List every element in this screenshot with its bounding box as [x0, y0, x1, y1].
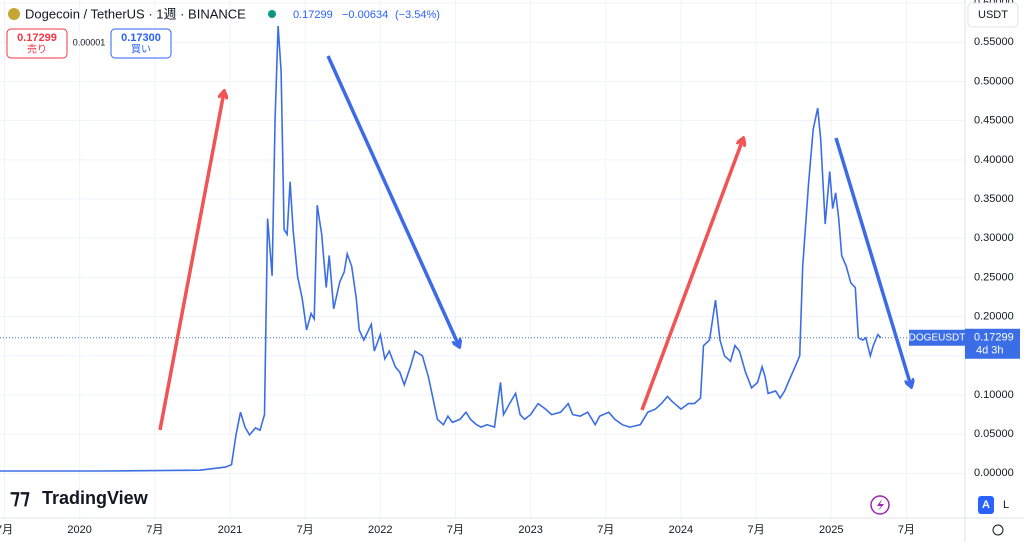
- symbol-label-box: [909, 329, 965, 346]
- y-tick-label: 0.45000: [974, 115, 1014, 127]
- y-tick-label: 0.05000: [974, 428, 1014, 440]
- logo: TradingView: [42, 488, 149, 508]
- symbol-label: DOGEUSDT: [909, 332, 966, 343]
- currency: USDT: [978, 9, 1008, 21]
- x-tick-label: 2023: [518, 524, 542, 536]
- x-tick-label: 7月: [597, 524, 614, 536]
- buy-price: 0.17300: [121, 32, 161, 44]
- countdown: 4d 3h: [976, 345, 1004, 357]
- y-tick-label: 0.00000: [974, 467, 1014, 479]
- flash-icon: [877, 499, 884, 511]
- y-tick-label: 0.10000: [974, 389, 1014, 401]
- x-tick-label: 7月: [898, 524, 915, 536]
- y-tick-label: 0.30000: [974, 232, 1014, 244]
- y-tick-label: 0.20000: [974, 311, 1014, 323]
- settings-button[interactable]: [992, 524, 1004, 536]
- auto-button[interactable]: [978, 496, 994, 514]
- x-tick-label: 7月: [447, 524, 464, 536]
- sell-button[interactable]: [6, 28, 68, 59]
- y-tick-label: 0.55000: [974, 36, 1014, 48]
- currency-button[interactable]: [967, 2, 1019, 28]
- x-tick-label: 2020: [67, 524, 91, 536]
- x-tick-label: 2024: [669, 524, 693, 536]
- arrow-up: [640, 139, 743, 411]
- coin-icon: [8, 8, 20, 20]
- x-tick-label: 2025: [819, 524, 843, 536]
- x-tick-label: 7月: [146, 524, 163, 536]
- change-pct: (−3.54%): [395, 9, 440, 21]
- x-tick-label: 2022: [368, 524, 392, 536]
- arrow-up: [158, 92, 224, 431]
- x-tick-label: 7月: [748, 524, 765, 536]
- x-tick-label: 7月: [297, 524, 314, 536]
- y-tick-label: 0.50000: [974, 75, 1014, 87]
- auto-label: A: [982, 499, 990, 511]
- arrow-down: [326, 55, 459, 346]
- y-tick-label: 0.25000: [974, 271, 1014, 283]
- x-tick-label: 2021: [218, 524, 242, 536]
- y-tick-label: 0.35000: [974, 193, 1014, 205]
- spread: 0.00001: [73, 37, 106, 47]
- arrow-down: [834, 137, 911, 386]
- buy-label: 買い: [131, 44, 151, 56]
- price-label: 0.17299: [974, 332, 1014, 344]
- y-tick-label: 0.40000: [974, 154, 1014, 166]
- price-line: [0, 25, 882, 472]
- sell-price: 0.17299: [17, 32, 57, 44]
- x-tick-label: 7月: [0, 524, 13, 536]
- buy-button[interactable]: [110, 28, 172, 59]
- symbol: Dogecoin / TetherUS · 1週 · BINANCE: [25, 6, 246, 21]
- log-label[interactable]: L: [1003, 499, 1009, 511]
- status-dot: [268, 10, 276, 18]
- change: −0.00634: [342, 9, 388, 21]
- price-label-box: [965, 328, 1020, 359]
- logo-mark: ⁊⁊: [10, 486, 30, 508]
- sell-label: 売り: [27, 43, 47, 56]
- price: 0.17299: [293, 9, 333, 21]
